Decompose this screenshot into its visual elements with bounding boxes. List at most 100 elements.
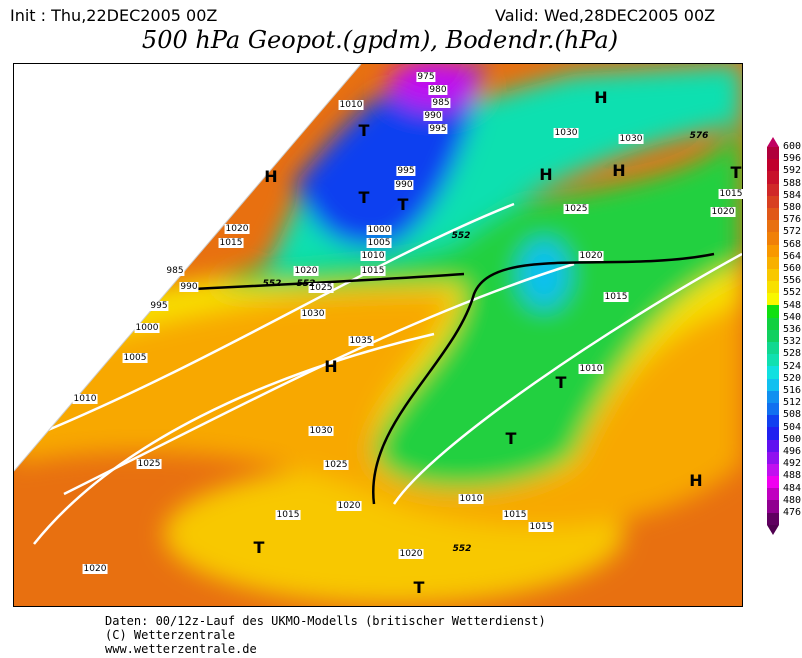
- colorbar-tick-label: 600: [783, 141, 802, 152]
- isobar-label: 1025: [308, 283, 334, 293]
- colorbar-swatch: [767, 207, 779, 221]
- colorbar-swatch: [767, 147, 779, 160]
- isobar-label: 1015: [528, 522, 554, 532]
- footer-copyright: (C) Wetterzentrale: [105, 628, 236, 642]
- isobar-label: 995: [149, 301, 169, 311]
- isobar-label: 1015: [275, 510, 301, 520]
- isobar-label: 1020: [710, 207, 736, 217]
- colorbar-swatch: [767, 281, 779, 294]
- isobar-label: 995: [396, 166, 416, 176]
- isobar-label: 990: [179, 282, 199, 292]
- isobar-label: 1035: [348, 336, 374, 346]
- colorbar-swatch: [767, 500, 779, 513]
- footer-website[interactable]: www.wetterzentrale.de: [105, 642, 257, 656]
- colorbar-swatch: [767, 378, 779, 391]
- colorbar-tick-label: 552: [783, 287, 802, 299]
- colorbar-tick-label: 508: [783, 409, 802, 421]
- low-pressure-marker: T: [253, 538, 265, 557]
- isobar-label: 1030: [308, 426, 334, 436]
- colorbar-swatch: [767, 195, 779, 208]
- isobar-label: 1020: [293, 266, 319, 276]
- isobar-label: 985: [431, 98, 451, 108]
- colorbar-tick-label: 548: [783, 299, 802, 311]
- colorbar-tick-label: 488: [783, 470, 802, 482]
- isobar-label: 1015: [502, 510, 528, 520]
- colorbar-tick-label: 512: [783, 397, 802, 409]
- isobar-label: 1020: [82, 564, 108, 574]
- colorbar-tick-label: 588: [783, 177, 802, 189]
- colorbar-tick-label: 524: [783, 360, 802, 372]
- colorbar-tick-label: 564: [783, 250, 802, 262]
- colorbar-tick-label: 476: [783, 507, 802, 518]
- isobar-label: 1030: [300, 309, 326, 319]
- colorbar-swatch: [767, 244, 779, 257]
- isobar-label: 975: [416, 72, 436, 82]
- colorbar-swatch: [767, 342, 779, 355]
- colorbar-swatch: [767, 402, 779, 416]
- isobar-label: 1010: [338, 100, 364, 110]
- colorbar-tick-label: 576: [783, 214, 802, 226]
- colorbar-swatch: [767, 415, 779, 428]
- colorbar-swatch: [767, 159, 779, 172]
- colorbar-swatch: [767, 488, 779, 501]
- colorbar-swatch: [767, 366, 779, 379]
- colorbar-swatch: [767, 220, 779, 233]
- colorbar-tick-label: 532: [783, 336, 802, 348]
- colorbar-bottom-arrow: [767, 524, 779, 535]
- low-pressure-marker: T: [730, 163, 742, 182]
- isobar-label: 1015: [603, 292, 629, 302]
- isobar-label: 1000: [366, 225, 392, 235]
- colorbar-tick-label: 572: [783, 226, 802, 238]
- isobar-label: 1010: [578, 364, 604, 374]
- colorbar-swatch: [767, 439, 779, 452]
- high-pressure-marker: H: [689, 471, 703, 490]
- colorbar-tick-label: 556: [783, 275, 802, 287]
- colorbar-tick-label: 496: [783, 446, 802, 457]
- isobar-label: 990: [394, 180, 414, 190]
- colorbar-tick-label: 580: [783, 202, 802, 213]
- geopotential-contour-label: 552: [452, 544, 472, 554]
- colorbar-legend: 600 596 592 588 584 580 576 572 568 564 560 556 552 5…: [767, 137, 801, 535]
- colorbar-swatch: [767, 354, 779, 367]
- geopotential-contour-label: 552: [451, 231, 471, 241]
- isobar-label: 1015: [218, 238, 244, 248]
- low-pressure-marker: T: [358, 188, 370, 207]
- geopotential-field: [13, 63, 742, 606]
- isobar-label: 1005: [122, 353, 148, 363]
- isobar-label: 1020: [398, 549, 424, 559]
- isobar-label: 990: [423, 111, 443, 121]
- low-pressure-marker: T: [505, 429, 517, 448]
- colorbar-tick-label: 484: [783, 482, 802, 494]
- low-pressure-marker: T: [397, 195, 409, 214]
- colorbar-swatch: [767, 390, 779, 403]
- isobar-label: 1010: [72, 394, 98, 404]
- colorbar-tick-label: 568: [783, 238, 802, 250]
- low-pressure-marker: T: [413, 578, 425, 597]
- high-pressure-marker: H: [264, 167, 278, 186]
- colorbar-swatch: [767, 232, 779, 245]
- isobar-label: 1010: [458, 494, 484, 504]
- colorbar-swatch: [767, 329, 779, 342]
- colorbar-tick-label: 536: [783, 324, 802, 335]
- isobar-label: 995: [428, 124, 448, 134]
- colorbar-swatch: [767, 305, 779, 318]
- colorbar-swatch: [767, 268, 779, 282]
- isobar-label: 1025: [136, 459, 162, 469]
- colorbar-swatch: [767, 463, 779, 477]
- colorbar-tick-label: 584: [783, 189, 802, 201]
- colorbar-swatch: [767, 293, 779, 306]
- high-pressure-marker: H: [324, 357, 338, 376]
- init-time: Init : Thu,22DEC2005 00Z: [10, 6, 218, 25]
- geopotential-contour-label: 576: [689, 131, 709, 141]
- colorbar-tick-label: 520: [783, 372, 802, 384]
- colorbar-swatch: [767, 512, 779, 525]
- footer-data-source: Daten: 00/12z-Lauf des UKMO-Modells (bri…: [105, 614, 546, 628]
- colorbar-tick-label: 500: [783, 433, 802, 445]
- isobar-label: 1015: [718, 189, 744, 199]
- isobar-label: 1025: [323, 460, 349, 470]
- colorbar-tick-label: 504: [783, 421, 802, 433]
- colorbar-tick-label: 516: [783, 385, 802, 396]
- valid-time: Valid: Wed,28DEC2005 00Z: [495, 6, 716, 25]
- isobar-label: 1015: [360, 266, 386, 276]
- colorbar-swatch: [767, 476, 779, 489]
